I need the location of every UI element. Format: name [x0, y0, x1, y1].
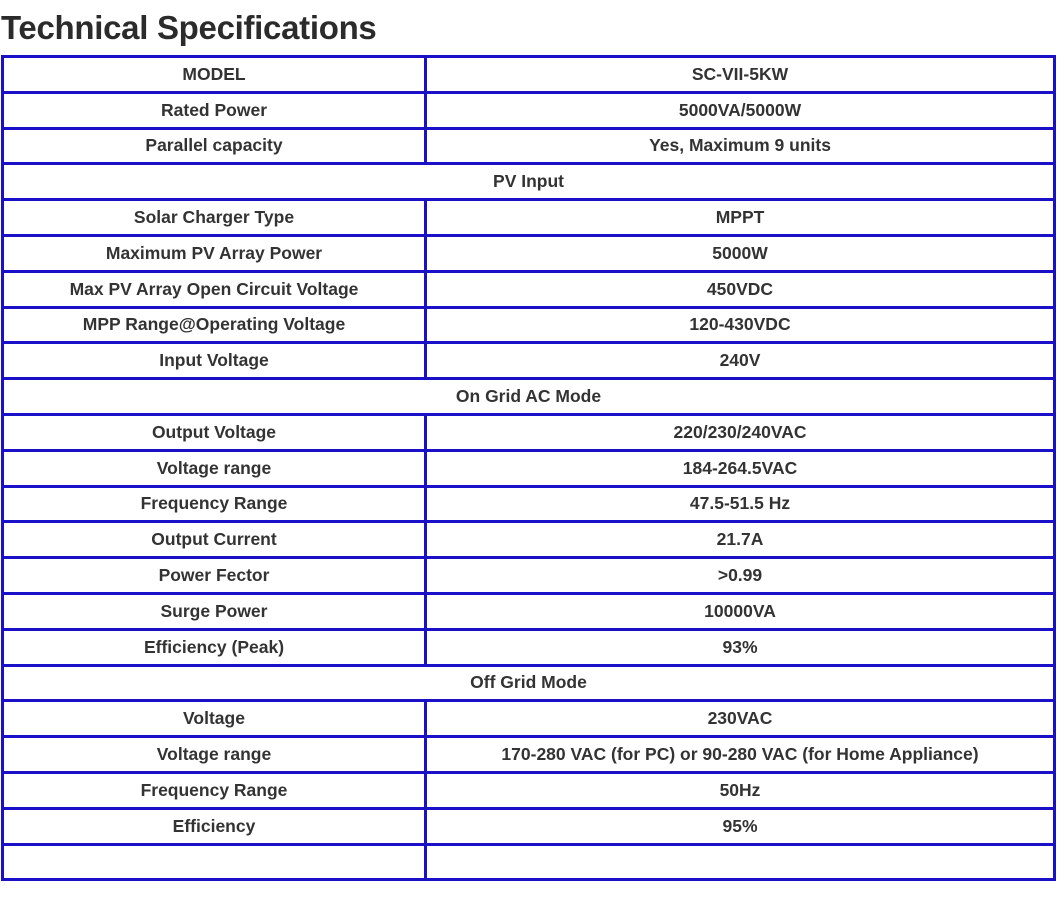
- spec-row: Input Voltage 240V: [1, 341, 1056, 381]
- spec-label: MODEL: [1, 55, 427, 94]
- spec-row: Maximum PV Array Power 5000W: [1, 233, 1056, 273]
- spec-value: [424, 842, 1056, 882]
- section-title: PV Input: [1, 162, 1056, 202]
- spec-label: Maximum PV Array Power: [1, 233, 427, 273]
- spec-row: Voltage range 184-264.5VAC: [1, 448, 1056, 488]
- spec-value: 21.7A: [424, 520, 1056, 560]
- spec-row: Efficiency (Peak) 93%: [1, 627, 1056, 667]
- spec-value: 184-264.5VAC: [424, 448, 1056, 488]
- spec-value: 450VDC: [424, 269, 1056, 309]
- spec-label: Voltage: [1, 699, 427, 739]
- section-title: Off Grid Mode: [1, 663, 1056, 703]
- spec-row: Frequency Range 47.5-51.5 Hz: [1, 484, 1056, 524]
- page-title: Technical Specifications: [1, 9, 377, 46]
- spec-row: Solar Charger Type MPPT: [1, 198, 1056, 237]
- spec-value: >0.99: [424, 556, 1056, 595]
- spec-value: Yes, Maximum 9 units: [424, 126, 1056, 166]
- spec-label: Solar Charger Type: [1, 198, 427, 237]
- spec-row: Parallel capacity Yes, Maximum 9 units: [1, 126, 1056, 166]
- spec-label: Surge Power: [1, 591, 427, 631]
- spec-label: Voltage range: [1, 448, 427, 488]
- section-header-row: Off Grid Mode: [1, 663, 1056, 703]
- spec-label: MPP Range@Operating Voltage: [1, 305, 427, 345]
- spec-label: Input Voltage: [1, 341, 427, 381]
- section-header-row: On Grid AC Mode: [1, 377, 1056, 416]
- spec-label: Voltage range: [1, 735, 427, 774]
- spec-label: Efficiency (Peak): [1, 627, 427, 667]
- spec-value: 220/230/240VAC: [424, 412, 1056, 452]
- spec-label: Frequency Range: [1, 484, 427, 524]
- spec-row: Surge Power 10000VA: [1, 591, 1056, 631]
- spec-label: Rated Power: [1, 90, 427, 130]
- spec-label: Max PV Array Open Circuit Voltage: [1, 269, 427, 309]
- spec-row: Output Voltage 220/230/240VAC: [1, 412, 1056, 452]
- spec-value: 10000VA: [424, 591, 1056, 631]
- specifications-table: MODEL SC-VII-5KW Rated Power 5000VA/5000W Pa…: [1, 55, 1056, 882]
- spec-row: Power Fector >0.99: [1, 556, 1056, 595]
- spec-label: Power Fector: [1, 556, 427, 595]
- spec-value: 5000VA/5000W: [424, 90, 1056, 130]
- spec-value: 93%: [424, 627, 1056, 667]
- spec-row: Output Current 21.7A: [1, 520, 1056, 560]
- spec-row: Voltage range 170-280 VAC (for PC) or 90-…: [1, 735, 1056, 774]
- spec-row: Voltage 230VAC: [1, 699, 1056, 739]
- spec-value: 95%: [424, 806, 1056, 846]
- spec-label: Frequency Range: [1, 770, 427, 810]
- spec-value: 50Hz: [424, 770, 1056, 810]
- spec-value: MPPT: [424, 198, 1056, 237]
- spec-row: Frequency Range 50Hz: [1, 770, 1056, 810]
- spec-label: Output Voltage: [1, 412, 427, 452]
- spec-value: SC-VII-5KW: [424, 55, 1056, 94]
- spec-label: Output Current: [1, 520, 427, 560]
- spec-value: 120-430VDC: [424, 305, 1056, 345]
- spec-value: 170-280 VAC (for PC) or 90-280 VAC (for …: [424, 735, 1056, 774]
- spec-label: [1, 842, 427, 882]
- section-header-row: PV Input: [1, 162, 1056, 202]
- spec-value: 5000W: [424, 233, 1056, 273]
- spec-row: MODEL SC-VII-5KW: [1, 55, 1056, 94]
- spec-label: Parallel capacity: [1, 126, 427, 166]
- spec-value: 230VAC: [424, 699, 1056, 739]
- spec-row: [1, 842, 1056, 882]
- spec-value: 240V: [424, 341, 1056, 381]
- spec-row: Efficiency 95%: [1, 806, 1056, 846]
- spec-value: 47.5-51.5 Hz: [424, 484, 1056, 524]
- spec-label: Efficiency: [1, 806, 427, 846]
- section-title: On Grid AC Mode: [1, 377, 1056, 416]
- spec-row: Max PV Array Open Circuit Voltage 450VDC: [1, 269, 1056, 309]
- spec-row: Rated Power 5000VA/5000W: [1, 90, 1056, 130]
- spec-row: MPP Range@Operating Voltage 120-430VDC: [1, 305, 1056, 345]
